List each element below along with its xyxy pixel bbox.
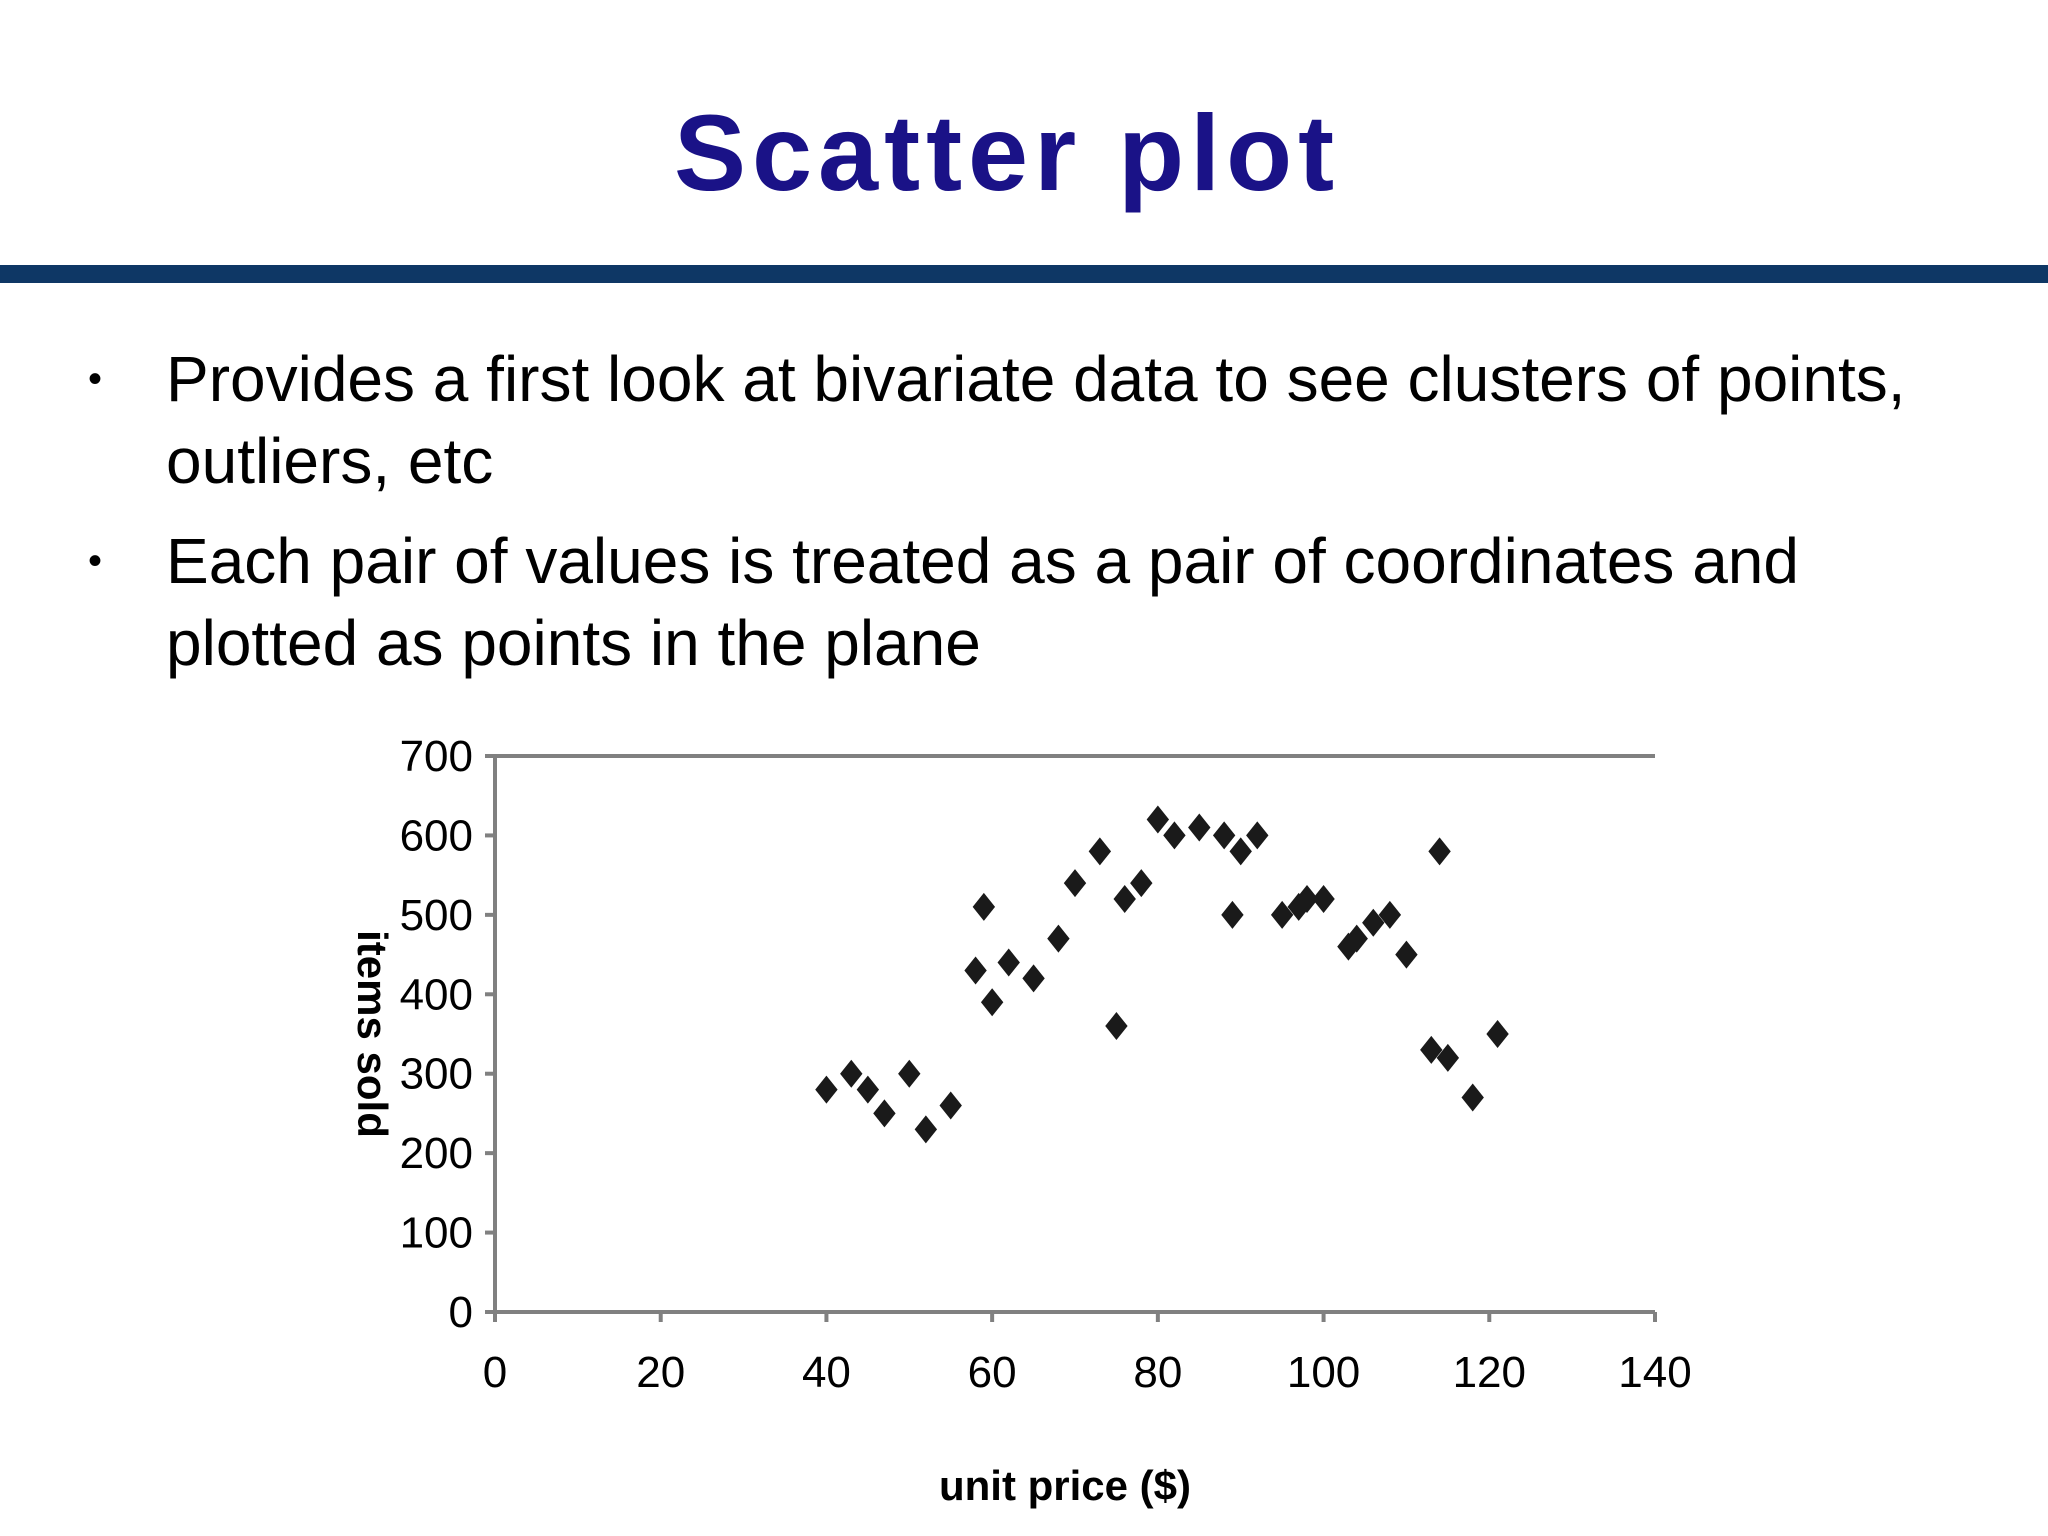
data-point [856, 1075, 880, 1104]
bullet-list: • Provides a first look at bivariate dat… [80, 338, 1980, 702]
data-point [964, 956, 987, 985]
x-tick-label: 80 [1133, 1348, 1182, 1397]
data-point [1221, 900, 1244, 929]
x-tick-label: 20 [636, 1348, 685, 1397]
data-point [939, 1091, 962, 1120]
data-point [972, 892, 996, 921]
bullet-marker: • [88, 357, 103, 401]
y-tick-label: 500 [400, 891, 473, 940]
y-axis-ticks: 0 100 200 300 400 500 600 700 [400, 732, 495, 1337]
x-tick-label: 40 [802, 1348, 851, 1397]
data-point [1088, 837, 1112, 866]
data-point [1105, 1012, 1128, 1041]
data-point [873, 1099, 896, 1128]
data-point [1378, 900, 1402, 929]
bullet-text: Each pair of values is treated as a pair… [166, 525, 1799, 679]
y-tick-label: 600 [400, 811, 473, 860]
x-tick-label: 0 [483, 1348, 507, 1397]
data-point [840, 1059, 863, 1088]
x-axis-title: unit price ($) [939, 1462, 1191, 1509]
bullet-text: Provides a first look at bivariate data … [166, 343, 1906, 497]
data-point [1146, 805, 1170, 834]
x-tick-label: 120 [1453, 1348, 1526, 1397]
data-point [1486, 1020, 1509, 1048]
data-points [815, 805, 1509, 1144]
data-point [1295, 884, 1319, 913]
data-point [980, 988, 1004, 1017]
data-point [1362, 908, 1385, 937]
y-tick-label: 100 [400, 1209, 473, 1258]
bullet-item: • Each pair of values is treated as a pa… [80, 520, 1980, 684]
data-point [1188, 813, 1211, 842]
title-divider [0, 265, 2048, 283]
y-axis-title: items sold [349, 930, 396, 1138]
data-point [1212, 821, 1236, 850]
data-point [1229, 837, 1252, 866]
data-point [1287, 892, 1310, 921]
data-point [1420, 1035, 1443, 1064]
data-point [1270, 900, 1294, 929]
data-point [1436, 1043, 1460, 1072]
data-point [914, 1115, 938, 1144]
data-point [815, 1075, 838, 1104]
slide-title: Scatter plot [673, 92, 1341, 213]
data-point [1063, 869, 1087, 898]
bullet-item: • Provides a first look at bivariate dat… [80, 338, 1980, 502]
x-tick-label: 100 [1287, 1348, 1360, 1397]
y-tick-label: 300 [400, 1050, 473, 1099]
data-point [1047, 924, 1070, 953]
data-point [1428, 837, 1451, 866]
scatter-chart: 0 100 200 300 400 500 600 700 0 20 40 60 80 100 120 14… [300, 720, 1720, 1520]
y-tick-label: 0 [449, 1288, 473, 1337]
data-point [997, 948, 1020, 977]
data-point [1345, 924, 1368, 953]
data-point [898, 1059, 921, 1088]
y-tick-label: 200 [400, 1129, 473, 1178]
data-point [1022, 964, 1045, 993]
data-point [1461, 1083, 1484, 1112]
data-point [1395, 940, 1418, 969]
scatter-chart-svg: 0 100 200 300 400 500 600 700 0 20 40 60 80 100 120 14… [349, 732, 1692, 1509]
data-point [1163, 821, 1186, 850]
x-tick-label: 140 [1618, 1348, 1691, 1397]
data-point [1312, 884, 1335, 913]
y-tick-label: 400 [400, 970, 473, 1019]
x-tick-label: 60 [968, 1348, 1017, 1397]
data-point [1246, 821, 1269, 850]
bullet-marker: • [88, 539, 103, 583]
y-tick-label: 700 [400, 732, 473, 781]
data-point [1130, 869, 1153, 898]
x-axis-ticks: 0 20 40 60 80 100 120 140 [483, 1312, 1692, 1397]
data-point [1113, 884, 1136, 913]
data-point [1337, 932, 1360, 961]
